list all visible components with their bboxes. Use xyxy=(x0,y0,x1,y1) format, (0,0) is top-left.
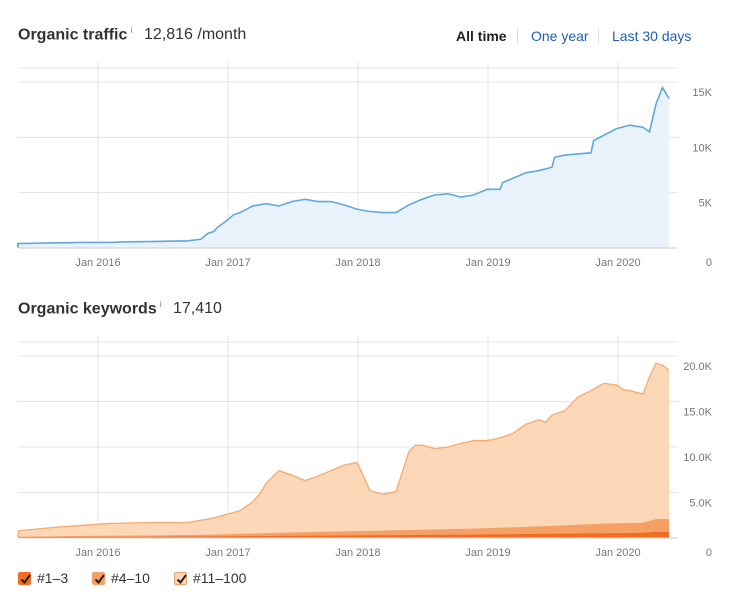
series-1-3-area xyxy=(18,532,669,538)
range-all-time[interactable]: All time xyxy=(456,28,507,44)
x-tick-label: Jan 2019 xyxy=(465,547,510,559)
info-icon[interactable]: i xyxy=(159,299,162,309)
range-one-year[interactable]: One year xyxy=(531,28,589,44)
x-tick-label: Jan 2020 xyxy=(595,257,640,269)
check-icon xyxy=(94,573,105,584)
check-icon xyxy=(20,573,31,584)
y-tick-label: 10.0K xyxy=(683,452,712,464)
keywords-value: 17,410 xyxy=(173,300,222,317)
keywords-title-text: Organic keywords xyxy=(18,300,157,318)
traffic-line xyxy=(17,85,670,248)
info-icon[interactable]: i xyxy=(130,25,133,35)
x-tick-label: Jan 2017 xyxy=(205,547,250,559)
traffic-title-text: Organic traffic xyxy=(18,26,128,44)
x-tick-label: Jan 2017 xyxy=(205,257,250,269)
traffic-title: Organic traffic i xyxy=(18,25,132,44)
legend-label: #4–10 xyxy=(111,570,150,586)
traffic-value: 12,816 /month xyxy=(144,26,247,43)
y-tick-label: 15.0K xyxy=(683,407,712,419)
legend-label: #1–3 xyxy=(37,570,69,586)
y-tick-label: 5K xyxy=(699,198,713,210)
y-tick-label: 5.0K xyxy=(689,498,712,510)
series-4-10-area xyxy=(18,519,669,538)
check-icon xyxy=(176,573,187,584)
y-tick-label: 10K xyxy=(692,142,712,154)
traffic-area xyxy=(18,87,669,249)
checkbox-checked-icon[interactable] xyxy=(18,571,31,585)
x-tick-label: Jan 2019 xyxy=(465,257,510,269)
range-last-30-days[interactable]: Last 30 days xyxy=(612,28,692,44)
y-tick-label: 0 xyxy=(706,257,712,269)
range-separator xyxy=(517,28,518,44)
y-tick-label: 15K xyxy=(692,87,712,99)
keywords-title: Organic keywords i xyxy=(18,299,162,318)
x-tick-label: Jan 2016 xyxy=(75,547,120,559)
series-4-10-line xyxy=(17,519,669,539)
checkbox-checked-icon[interactable] xyxy=(174,571,187,585)
series-11-100-line xyxy=(17,362,670,538)
x-tick-label: Jan 2016 xyxy=(75,257,120,269)
y-tick-label: 0 xyxy=(706,547,712,559)
checkbox-checked-icon[interactable] xyxy=(92,571,105,585)
legend-item-4-10[interactable]: #4–10 xyxy=(92,568,150,588)
x-tick-label: Jan 2020 xyxy=(595,547,640,559)
legend-item-top3[interactable]: #1–3 xyxy=(18,568,68,588)
x-tick-label: Jan 2018 xyxy=(335,257,380,269)
legend-item-11-100[interactable]: #11–100 xyxy=(174,568,246,588)
range-separator xyxy=(598,28,599,44)
x-tick-label: Jan 2018 xyxy=(335,547,380,559)
series-11-100-area xyxy=(18,363,669,538)
y-tick-label: 20.0K xyxy=(683,361,712,373)
keywords-chart: 20.0K 15.0K 10.0K 5.0K 0 Jan 2016 Jan 2017 Jan … xyxy=(17,336,713,559)
traffic-chart: 15K 10K 5K 0 Jan 2016 Jan 2017 Jan 2018 Jan 201… xyxy=(17,62,713,269)
legend-label: #11–100 xyxy=(193,570,247,586)
